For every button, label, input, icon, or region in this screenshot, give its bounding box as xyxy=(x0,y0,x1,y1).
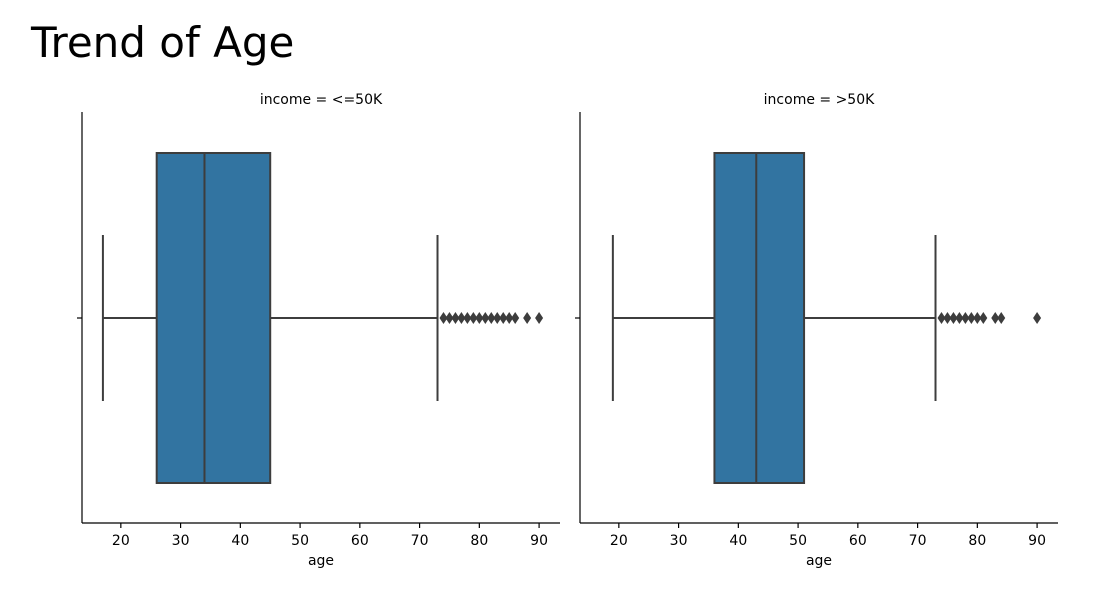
iqr-box xyxy=(155,152,272,484)
outlier-point xyxy=(451,312,460,324)
outlier-point xyxy=(487,312,496,324)
outlier-point xyxy=(481,312,490,324)
outlier-point xyxy=(511,312,520,324)
outlier-point xyxy=(961,312,970,324)
x-tick-label: 40 xyxy=(231,533,249,549)
boxplot-panel-1: income = <=50K 20 30 40 50 60 70 80 90 age xyxy=(77,92,560,569)
x-tick-label: 50 xyxy=(291,533,309,549)
x-tick-label: 30 xyxy=(172,533,190,549)
x-tick-label: 90 xyxy=(1028,533,1046,549)
outlier-point xyxy=(469,312,478,324)
x-tick-label: 80 xyxy=(968,533,986,549)
x-axis-label: age xyxy=(806,553,832,569)
outlier-point xyxy=(955,312,964,324)
outlier-point xyxy=(937,312,946,324)
outlier-point xyxy=(505,312,514,324)
outlier-point xyxy=(535,312,544,324)
x-tick-label: 20 xyxy=(610,533,628,549)
panel-subtitle: income = <=50K xyxy=(260,92,383,108)
outlier-point xyxy=(949,312,958,324)
outlier-point xyxy=(457,312,466,324)
x-tick-label: 80 xyxy=(470,533,488,549)
outlier-point xyxy=(493,312,502,324)
outlier-point xyxy=(499,312,508,324)
x-tick-label: 70 xyxy=(411,533,429,549)
x-tick-label: 60 xyxy=(849,533,867,549)
outlier-point xyxy=(997,312,1006,324)
outlier-point xyxy=(1033,312,1042,324)
outlier-point xyxy=(943,312,952,324)
outlier-point xyxy=(475,312,484,324)
outlier-point xyxy=(523,312,532,324)
x-tick-label: 40 xyxy=(729,533,747,549)
x-tick-label: 20 xyxy=(112,533,130,549)
x-axis-label: age xyxy=(308,553,334,569)
panel-subtitle: income = >50K xyxy=(764,92,875,108)
outlier-point xyxy=(439,312,448,324)
boxplot-panel-2: income = >50K 20 30 40 50 60 70 80 90 age xyxy=(575,92,1058,569)
outlier-point xyxy=(967,312,976,324)
outlier-point xyxy=(445,312,454,324)
page-title: Trend of Age xyxy=(31,18,295,67)
outlier-point xyxy=(979,312,988,324)
outlier-point xyxy=(991,312,1000,324)
x-tick-label: 30 xyxy=(670,533,688,549)
outlier-point xyxy=(973,312,982,324)
x-tick-label: 90 xyxy=(530,533,548,549)
outlier-point xyxy=(463,312,472,324)
x-tick-label: 50 xyxy=(789,533,807,549)
x-tick-label: 60 xyxy=(351,533,369,549)
x-tick-label: 70 xyxy=(909,533,927,549)
iqr-box xyxy=(713,152,806,484)
